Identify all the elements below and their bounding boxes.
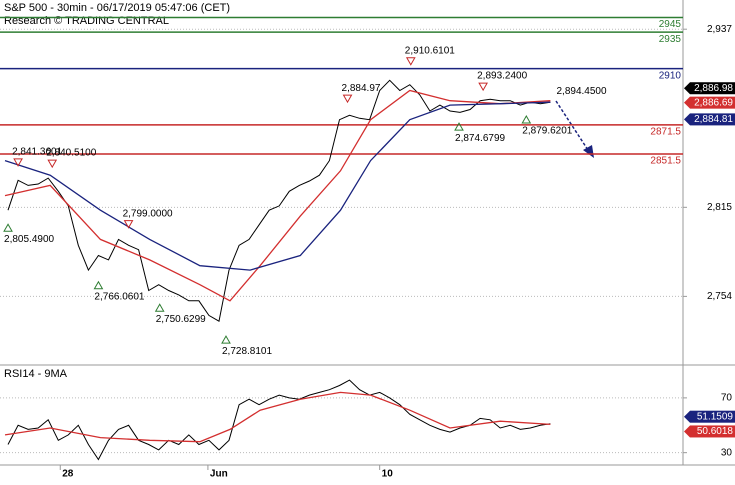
last-value-pointer	[684, 425, 690, 438]
pivot-label: 2,799.0000	[123, 208, 173, 219]
last-value-label: 51.1509	[697, 411, 734, 422]
x-tick-label: 10	[382, 469, 394, 480]
level-label: 2851.5	[650, 156, 681, 167]
y-tick-label: 2,937	[707, 24, 732, 35]
last-value-label: 2,886.98	[694, 83, 733, 94]
pivot-label: 2,766.0601	[94, 291, 144, 302]
x-tick-label: Jun	[210, 469, 228, 480]
pivot-marker	[221, 335, 231, 344]
chart-subtitle: Research © TRADING CENTRAL	[4, 15, 169, 27]
y-tick-label: 2,754	[707, 291, 732, 302]
pivot-label: 2,841.3601	[12, 146, 62, 157]
y-tick-label: 70	[721, 393, 733, 404]
pivot-marker	[342, 94, 353, 104]
last-value-pointer	[684, 96, 690, 109]
pivot-label: 2,874.6799	[455, 133, 505, 144]
pivot-marker	[93, 280, 104, 290]
series-line	[7, 379, 551, 461]
pivot-marker	[521, 114, 532, 124]
last-value-pointer	[684, 113, 690, 126]
pivot-label: 2,893.2400	[477, 71, 527, 82]
last-value-box	[690, 425, 735, 438]
y-tick-label: 30	[721, 447, 733, 458]
pivot-marker	[123, 220, 134, 229]
series-line	[7, 79, 551, 322]
last-value-label: 50.6018	[697, 426, 734, 437]
last-value-label: 2,884.81	[694, 114, 733, 125]
last-value-pointer	[684, 410, 690, 423]
pivot-marker	[47, 159, 58, 169]
last-value-label: 2,886.69	[694, 97, 733, 108]
chart-title: S&P 500 - 30min - 06/17/2019 05:47:06 (C…	[4, 2, 230, 14]
level-label: 2871.5	[650, 126, 681, 137]
pivot-label: 2,805.4900	[4, 234, 54, 245]
pivot-label: 2,728.8101	[222, 346, 272, 357]
series-line	[4, 391, 551, 443]
last-value-pointer	[684, 82, 690, 95]
pivot-marker	[405, 57, 416, 66]
pivot-marker	[478, 82, 488, 92]
last-value-box	[690, 113, 735, 126]
y-tick-label: 2,815	[707, 202, 732, 213]
pivot-label: 2,910.6101	[405, 45, 455, 56]
last-value-box	[690, 410, 735, 423]
pivot-marker	[154, 303, 165, 312]
rsi-title: RSI14 - 9MA	[4, 368, 68, 380]
pivot-marker	[13, 158, 23, 167]
series-line	[4, 101, 551, 271]
pivot-label: 2,750.6299	[156, 314, 206, 325]
pivot-label: 2,884.97	[342, 83, 381, 94]
x-tick-label: 28	[62, 469, 74, 480]
level-label: 2910	[659, 70, 682, 81]
last-value-box	[690, 82, 735, 95]
level-label: 2935	[659, 34, 682, 45]
series-line	[4, 89, 551, 302]
pivot-marker	[454, 122, 464, 131]
level-label: 2945	[659, 19, 682, 30]
last-value-box	[690, 96, 735, 109]
pivot-label: 2,879.6201	[522, 126, 572, 137]
pivot-marker	[3, 223, 13, 232]
pivot-label: 2,894.4500	[556, 86, 606, 97]
pivot-label: 2,840.5100	[46, 148, 96, 159]
